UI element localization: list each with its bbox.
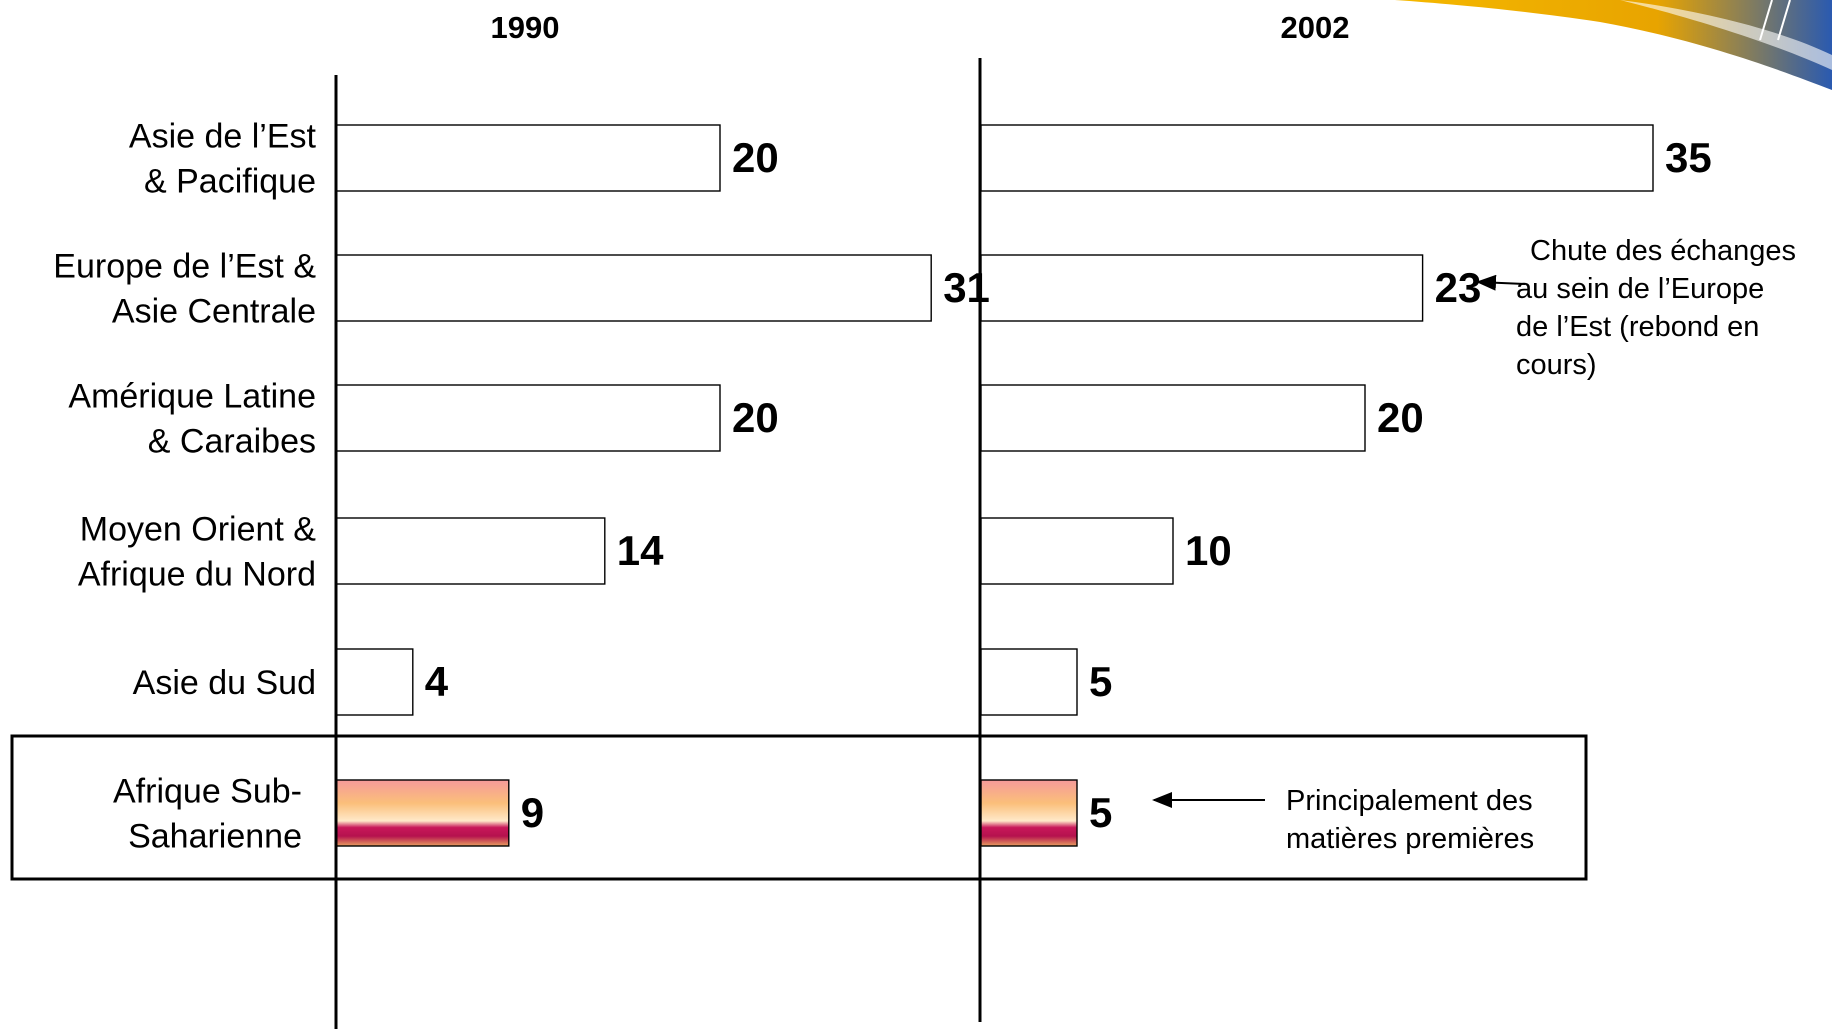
value-label: 23 [1435, 264, 1482, 311]
annotation-text: Principalement des [1286, 785, 1533, 817]
bar-2002-5 [980, 779, 1078, 847]
value-label: 20 [1377, 394, 1424, 441]
annotation-text: au sein de l’Europe [1516, 273, 1764, 305]
value-label: 35 [1665, 134, 1712, 181]
bar-2002-4 [980, 648, 1078, 716]
category-label: Amérique Latine [68, 378, 316, 416]
bar-1990-0 [335, 124, 721, 192]
swoosh-logo [1395, 0, 1832, 90]
category-label: Saharienne [128, 818, 302, 856]
bar-1990-2 [335, 384, 721, 452]
highlight-frame [10, 734, 1588, 881]
bar-1990-3 [335, 517, 606, 585]
value-label: 20 [732, 134, 779, 181]
category-label: Asie Centrale [112, 293, 316, 331]
category-label: Afrique Sub- [113, 773, 302, 811]
panel-title-2002: 2002 [1281, 10, 1350, 45]
bar-1990-4 [335, 648, 414, 716]
bar-2002-1 [980, 254, 1424, 322]
annotation-text: Chute des échanges [1530, 235, 1796, 267]
category-label: Afrique du Nord [78, 556, 316, 594]
annotation-arrow [1476, 274, 1526, 291]
category-labels: Asie de l’Est & Pacifique Europe de l’Est … [53, 118, 316, 856]
category-label: Asie de l’Est [129, 118, 317, 156]
bar-1990-1 [335, 254, 932, 322]
value-label: 5 [1089, 658, 1112, 705]
bar-2002-2 [980, 384, 1366, 452]
value-label: 10 [1185, 527, 1232, 574]
category-label: Europe de l’Est & [53, 248, 316, 286]
value-label: 4 [425, 658, 449, 705]
value-label: 9 [521, 789, 544, 836]
axes [334, 58, 982, 1029]
annotation-text: cours) [1516, 349, 1597, 381]
value-labels: 20 31 20 14 4 9 35 23 20 10 5 5 [425, 134, 1712, 836]
value-label: 5 [1089, 789, 1112, 836]
category-label: & Pacifique [144, 163, 316, 201]
panel-title-1990: 1990 [491, 10, 560, 45]
bar-1990-5 [335, 779, 510, 847]
highlight-box [10, 734, 1588, 881]
value-label: 14 [617, 527, 664, 574]
panel-titles: 1990 2002 [491, 10, 1350, 45]
value-label: 20 [732, 394, 779, 441]
value-label: 31 [943, 264, 990, 311]
annotation-text: matières premières [1286, 823, 1534, 855]
category-label: Asie du Sud [133, 664, 316, 702]
bar-2002-3 [980, 517, 1174, 585]
category-label: & Caraibes [148, 423, 316, 461]
annotations: Chute des échanges au sein de l’Europe de … [1152, 235, 1796, 855]
bars [335, 124, 1654, 847]
bar-2002-0 [980, 124, 1654, 192]
category-label: Moyen Orient & [80, 511, 317, 549]
annotation-text: de l’Est (rebond en [1516, 311, 1759, 343]
